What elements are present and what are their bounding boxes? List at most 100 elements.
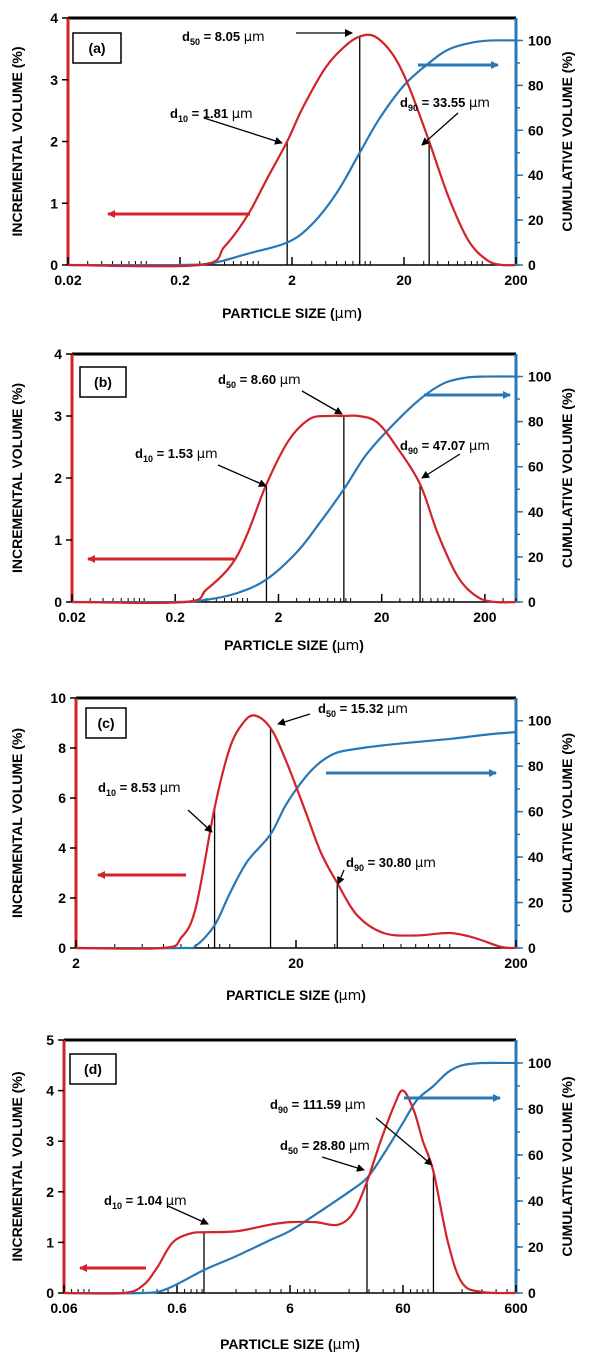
left-y-tick-label: 2 — [46, 1184, 54, 1200]
annotation-d90-subscript: 90 — [278, 1105, 288, 1115]
left-y-tick-label: 3 — [46, 1133, 54, 1149]
left-y-tick-label: 0 — [46, 1285, 54, 1301]
annotation-d90-d: d — [270, 1097, 278, 1112]
annotation-d50-d: d — [318, 701, 326, 716]
chart-d-svg: 0.06 0.6 6 60 600012345020406080100INCREMENT… — [9, 1032, 575, 1353]
annotation-d90-d: d — [400, 95, 408, 110]
annotation-arrow-d50 — [321, 1156, 365, 1172]
right-y-tick-label: 60 — [528, 459, 544, 475]
annotation-d50-subscript: 50 — [288, 1146, 298, 1156]
chart-a-svg: 0.02 0.2 2 20 20001234020406080100INCREMENTA… — [9, 10, 575, 322]
annotation-d50-unit: µm — [244, 30, 265, 45]
x-axis-title-close: ) — [357, 305, 362, 321]
annotation-d90-unit: µm — [415, 856, 436, 871]
x-tick-label: 20 — [288, 955, 304, 971]
incremental-volume-curve — [67, 33, 517, 268]
x-axis-title-text: PARTICLE SIZE ( — [226, 987, 339, 1003]
right-y-axis-title: CUMULATIVE VOLUME (%) — [559, 51, 575, 231]
annotation-arrow-d90 — [375, 1117, 433, 1166]
left-y-tick-label: 8 — [58, 740, 66, 756]
right-y-tick-label: 60 — [528, 1147, 544, 1163]
chart-panel-d: 0.06 0.6 6 60 600 0 1 2 3 4 5 0 20 40 60 80 100 INCREMENT… — [0, 1020, 591, 1360]
incremental-volume-curve — [75, 714, 517, 950]
left-y-tick-label: 4 — [58, 840, 66, 856]
x-tick-label: 20 — [374, 609, 390, 625]
x-axis-title: PARTICLE SIZE (µm) — [222, 305, 362, 322]
x-axis-title: PARTICLE SIZE (µm) — [220, 1336, 360, 1353]
annotation-d90-value: = 33.55 — [418, 95, 469, 110]
left-y-tick-label: 1 — [50, 195, 58, 211]
right-y-tick-label: 80 — [528, 414, 544, 430]
annotation-arrow-d10 — [167, 1205, 209, 1225]
annotation-d10-d: d — [98, 780, 106, 795]
annotation-d10-unit: µm — [197, 447, 218, 462]
annotation-d10-unit: µm — [160, 781, 181, 796]
annotation-d90-unit: µm — [345, 1098, 366, 1113]
left-y-tick-label: 2 — [54, 470, 62, 486]
annotation-d50-unit: µm — [280, 373, 301, 388]
annotation-d90-subscript: 90 — [408, 103, 418, 113]
right-y-tick-label: 20 — [528, 895, 544, 911]
left-y-tick-label: 4 — [46, 1083, 54, 1099]
annotation-arrow-d50 — [301, 390, 343, 415]
annotation-d10-d: d — [135, 446, 143, 461]
annotation-d50: d50 = 8.60 µm — [218, 372, 301, 390]
panel-label: (c) — [97, 715, 114, 731]
x-tick-label: 2 — [288, 272, 296, 288]
x-tick-label: 200 — [504, 955, 528, 971]
annotation-d90-d: d — [400, 438, 408, 453]
annotation-d10-subscript: 10 — [178, 114, 188, 124]
annotation-d50-value: = 15.32 — [336, 701, 387, 716]
left-y-tick-label: 1 — [46, 1234, 54, 1250]
right-y-tick-label: 60 — [528, 804, 544, 820]
left-y-tick-label: 0 — [50, 257, 58, 273]
annotation-d50-unit: µm — [387, 702, 408, 717]
right-y-axis-title: CUMULATIVE VOLUME (%) — [559, 388, 575, 568]
panel-label-box — [69, 1053, 117, 1085]
x-tick-label: 0.02 — [54, 272, 81, 288]
panel-label-box — [72, 32, 122, 64]
panel-label-box — [79, 366, 127, 398]
x-tick-label: 200 — [504, 272, 528, 288]
annotation-d90-subscript: 90 — [408, 446, 418, 456]
cumulative-volume-curve — [75, 730, 517, 950]
annotation-d50-subscript: 50 — [226, 380, 236, 390]
panel-label: (b) — [94, 374, 112, 390]
annotation-d10-unit: µm — [166, 1194, 187, 1209]
cumulative-volume-curve — [63, 1061, 517, 1295]
right-y-tick-label: 0 — [528, 257, 536, 273]
annotation-d10-subscript: 10 — [106, 788, 116, 798]
left-y-tick-label: 2 — [58, 890, 66, 906]
right-y-tick-label: 80 — [528, 77, 544, 93]
x-tick-label: 200 — [473, 609, 497, 625]
left-y-axis-title: INCREMENTAL VOLUME (%) — [9, 728, 25, 918]
annotation-d50-subscript: 50 — [326, 709, 336, 719]
annotation-d90: d90 = 30.80 µm — [346, 855, 436, 873]
annotation-d10: d10 = 1.04 µm — [104, 1193, 187, 1211]
x-axis-title-text: PARTICLE SIZE ( — [222, 305, 335, 321]
left-y-tick-label: 1 — [54, 532, 62, 548]
left-y-tick-label: 4 — [50, 10, 58, 26]
annotation-d90: d90 = 33.55 µm — [400, 95, 490, 113]
annotation-d50: d50 = 15.32 µm — [318, 701, 408, 719]
x-tick-label: 0.06 — [50, 1300, 77, 1316]
annotation-d90-value: = 30.80 — [364, 855, 415, 870]
panel-label: (d) — [84, 1061, 102, 1077]
right-y-tick-label: 80 — [528, 1101, 544, 1117]
x-axis-title-close: ) — [359, 637, 364, 653]
annotation-arrow-d90 — [421, 112, 459, 146]
annotation-d10: d10 = 1.53 µm — [135, 446, 218, 464]
x-tick-label: 20 — [396, 272, 412, 288]
chart-b-svg: 0.02 0.2 2 20 20001234020406080100INCREMENTA… — [9, 346, 575, 654]
x-axis-title-text: PARTICLE SIZE ( — [224, 637, 337, 653]
left-y-tick-label: 0 — [58, 940, 66, 956]
annotation-d50-unit: µm — [349, 1139, 370, 1154]
annotation-arrow-d10 — [203, 117, 283, 145]
right-y-tick-label: 40 — [528, 1193, 544, 1209]
x-axis-title: PARTICLE SIZE (µm) — [224, 637, 364, 654]
right-y-tick-label: 0 — [528, 1285, 536, 1301]
chart-panel-c: 2 20 200 0 2 4 6 8 10 0 20 40 60 80 100 INCREMENTAL VOL… — [0, 680, 591, 1015]
panel-label: (a) — [88, 40, 105, 56]
x-tick-label: 0.2 — [170, 272, 190, 288]
